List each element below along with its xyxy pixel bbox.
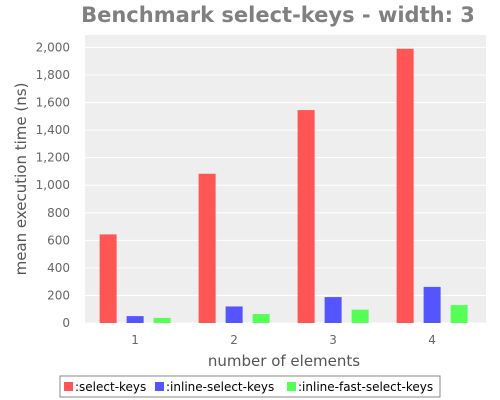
legend: :select-keys :inline-select-keys :inline-f…	[64, 380, 433, 394]
legend-swatch	[64, 382, 73, 391]
bar	[423, 286, 441, 323]
bars	[99, 48, 468, 323]
x-tick-label: 4	[428, 333, 436, 347]
legend-label: :select-keys	[75, 380, 146, 394]
legend-box	[59, 375, 441, 398]
legend-swatch	[287, 382, 296, 391]
y-axis-ticks: 0 200 400 600 800 1,000 1,200 1,400 1,600 1,800 2,…	[36, 40, 70, 330]
y-tick-label: 1,600	[36, 96, 70, 110]
y-tick-label: 1,800	[36, 68, 70, 82]
x-tick-label: 2	[230, 333, 238, 347]
y-tick-label: 2,000	[36, 40, 70, 54]
y-tick-label: 200	[47, 288, 70, 302]
chart-title: Benchmark select-keys - width: 3	[81, 3, 475, 27]
legend-swatch	[155, 382, 164, 391]
x-tick-label: 3	[329, 333, 337, 347]
x-axis-ticks: 1 2 3 4	[131, 333, 436, 347]
bar	[450, 305, 468, 323]
legend-label: :inline-fast-select-keys	[298, 380, 433, 394]
plot-area	[85, 35, 486, 323]
y-tick-label: 1,000	[36, 178, 70, 192]
bar	[297, 110, 315, 323]
bar	[396, 48, 414, 323]
bar	[225, 306, 243, 323]
y-tick-label: 0	[62, 316, 70, 330]
bar	[351, 309, 369, 323]
bar	[153, 317, 171, 323]
y-tick-label: 600	[47, 233, 70, 247]
bar	[198, 173, 216, 323]
gridlines	[85, 46, 486, 324]
x-axis-title: number of elements	[208, 352, 360, 370]
y-tick-label: 400	[47, 261, 70, 275]
bar	[324, 297, 342, 323]
x-tick-label: 1	[131, 333, 139, 347]
y-tick-label: 800	[47, 206, 70, 220]
y-axis-title: mean execution time (ns)	[12, 83, 30, 276]
bar	[126, 316, 144, 323]
bar	[99, 234, 117, 323]
y-tick-label: 1,400	[36, 123, 70, 137]
bar	[252, 314, 270, 323]
y-tick-label: 1,200	[36, 151, 70, 165]
legend-label: :inline-select-keys	[166, 380, 274, 394]
